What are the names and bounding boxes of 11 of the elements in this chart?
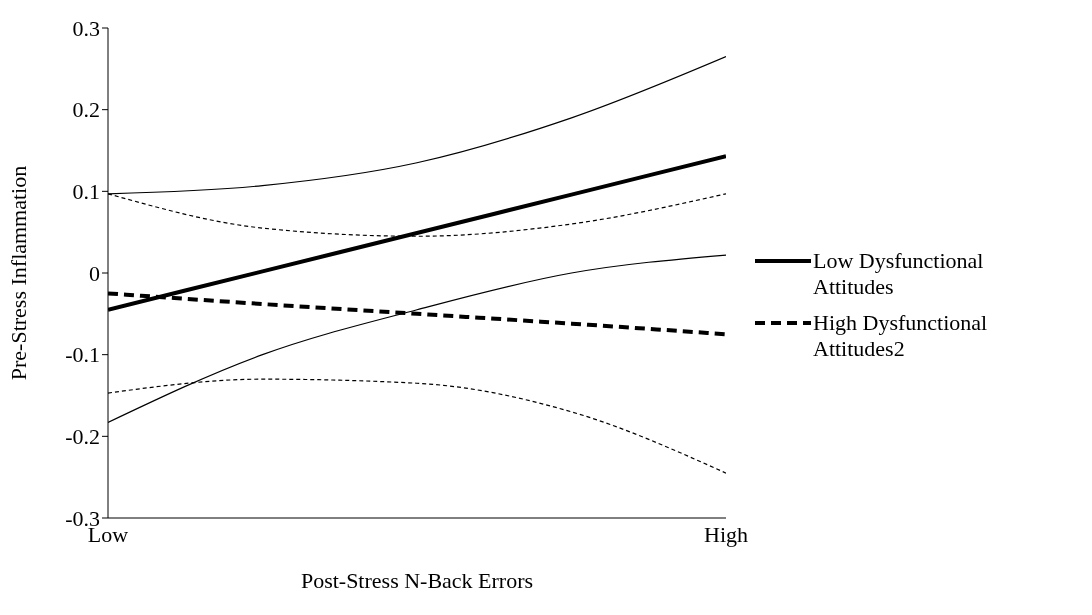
legend-label: Low Dysfunctional Attitudes <box>813 248 985 300</box>
y-tick-label: -0.2 <box>65 424 100 450</box>
y-tick-label: 0 <box>89 260 100 286</box>
legend-label: High Dysfunctional Attitudes2 <box>813 310 989 362</box>
y-tick-label: -0.1 <box>65 342 100 368</box>
x-axis-title: Post-Stress N-Back Errors <box>300 568 534 593</box>
x-tick-label: High <box>704 521 748 547</box>
y-tick-label: 0.1 <box>72 179 100 205</box>
y-axis-title: Pre-Stress Inflammation <box>5 165 31 381</box>
y-tick-label: 0.3 <box>72 15 100 41</box>
y-tick-label: 0.2 <box>72 97 100 123</box>
